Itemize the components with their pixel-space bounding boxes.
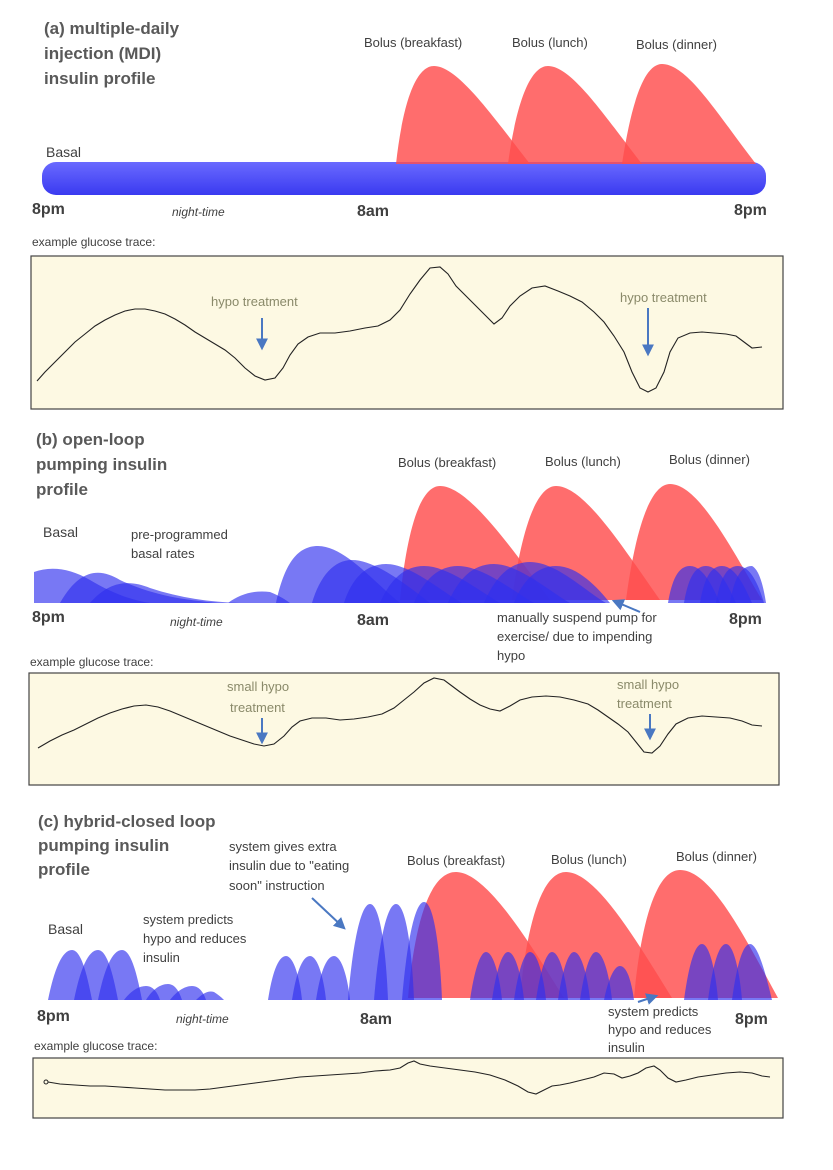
predict-arrow-2	[637, 993, 659, 1005]
panel-c: (c) hybrid-closed loop pumping insulin p…	[32, 812, 784, 1119]
extra-insulin-line-2: insulin due to "eating	[229, 858, 349, 873]
bolus-lunch-label: Bolus (lunch)	[545, 454, 621, 469]
basal-label: Basal	[48, 921, 83, 937]
suspend-label-line-1: manually suspend pump for	[497, 610, 657, 625]
time-8pm-start: 8pm	[32, 201, 65, 218]
bolus-dinner-label: Bolus (dinner)	[669, 452, 750, 467]
hypo-treatment-label-2: hypo treatment	[620, 290, 707, 305]
glucose-trace-box	[32, 1057, 784, 1119]
preprogrammed-label-line-1: pre-programmed	[131, 527, 228, 542]
time-8pm-start: 8pm	[32, 609, 65, 626]
night-time-label: night-time	[176, 1012, 229, 1026]
glucose-trace-label: example glucose trace:	[32, 235, 155, 249]
glucose-trace-line	[47, 1060, 771, 1095]
panel-a-title-line-3: insulin profile	[44, 69, 155, 88]
panel-b: (b) open-loop pumping insulin profile Bo…	[28, 430, 780, 786]
preprogrammed-label-line-2: basal rates	[131, 546, 195, 561]
bolus-breakfast-label: Bolus (breakfast)	[407, 853, 505, 868]
small-hypo-label-1-line-1: small hypo	[227, 679, 289, 694]
bolus-dinner-label: Bolus (dinner)	[676, 849, 757, 864]
basal-label: Basal	[46, 144, 81, 160]
basal-pulse-shapes	[48, 902, 772, 1000]
basal-label: Basal	[43, 524, 78, 540]
basal-rate-shapes	[34, 546, 766, 603]
basal-bar	[42, 162, 766, 195]
panel-a-title-line-2: injection (MDI)	[44, 44, 161, 63]
panel-c-title-line-3: profile	[38, 860, 90, 879]
small-hypo-label-2-line-2: treatment	[617, 696, 672, 711]
bolus-lunch-shape	[508, 66, 642, 164]
predict-label-1-line-2: hypo and reduces	[143, 931, 247, 946]
suspend-label-line-3: hypo	[497, 648, 525, 663]
night-time-label: night-time	[170, 615, 223, 629]
predict-label-2-line-2: hypo and reduces	[608, 1022, 712, 1037]
small-hypo-label-2-line-1: small hypo	[617, 677, 679, 692]
bolus-dinner-shape	[622, 64, 756, 164]
glucose-trace-label: example glucose trace:	[30, 655, 153, 669]
glucose-trace-line	[37, 677, 763, 754]
time-8am: 8am	[357, 612, 389, 629]
time-8pm-start: 8pm	[37, 1008, 70, 1025]
panel-c-title-line-1: (c) hybrid-closed loop	[38, 812, 216, 831]
time-8am: 8am	[360, 1011, 392, 1028]
glucose-trace-box	[30, 255, 784, 410]
extra-insulin-arrow	[311, 897, 346, 930]
panel-a: (a) multiple-daily injection (MDI) insul…	[30, 19, 784, 410]
time-8am: 8am	[357, 203, 389, 220]
predict-label-2-line-1: system predicts	[608, 1004, 699, 1019]
predict-label-1-line-1: system predicts	[143, 912, 234, 927]
bolus-breakfast-label: Bolus (breakfast)	[398, 455, 496, 470]
panel-b-title-line-1: (b) open-loop	[36, 430, 145, 449]
bolus-dinner-label: Bolus (dinner)	[636, 37, 717, 52]
bolus-lunch-label: Bolus (lunch)	[512, 35, 588, 50]
hypo-treatment-label-1: hypo treatment	[211, 294, 298, 309]
small-hypo-label-1-line-2: treatment	[230, 700, 285, 715]
bolus-lunch-label: Bolus (lunch)	[551, 852, 627, 867]
glucose-trace-line	[36, 266, 763, 393]
time-8pm-end: 8pm	[735, 1011, 768, 1028]
time-8pm-end: 8pm	[729, 611, 762, 628]
glucose-trace-label: example glucose trace:	[34, 1039, 157, 1053]
extra-insulin-line-3: soon" instruction	[229, 878, 325, 893]
panel-a-title-line-1: (a) multiple-daily	[44, 19, 180, 38]
suspend-arrow	[611, 599, 641, 613]
panel-c-title-line-2: pumping insulin	[38, 836, 169, 855]
night-time-label: night-time	[172, 205, 225, 219]
predict-label-2-line-3: insulin	[608, 1040, 645, 1055]
bolus-breakfast-label: Bolus (breakfast)	[364, 35, 462, 50]
predict-label-1-line-3: insulin	[143, 950, 180, 965]
extra-insulin-line-1: system gives extra	[229, 839, 337, 854]
panel-b-title-line-2: pumping insulin	[36, 455, 167, 474]
time-8pm-end: 8pm	[734, 202, 767, 219]
panel-b-title-line-3: profile	[36, 480, 88, 499]
suspend-label-line-2: exercise/ due to impending	[497, 629, 652, 644]
bolus-breakfast-shape	[396, 66, 530, 164]
